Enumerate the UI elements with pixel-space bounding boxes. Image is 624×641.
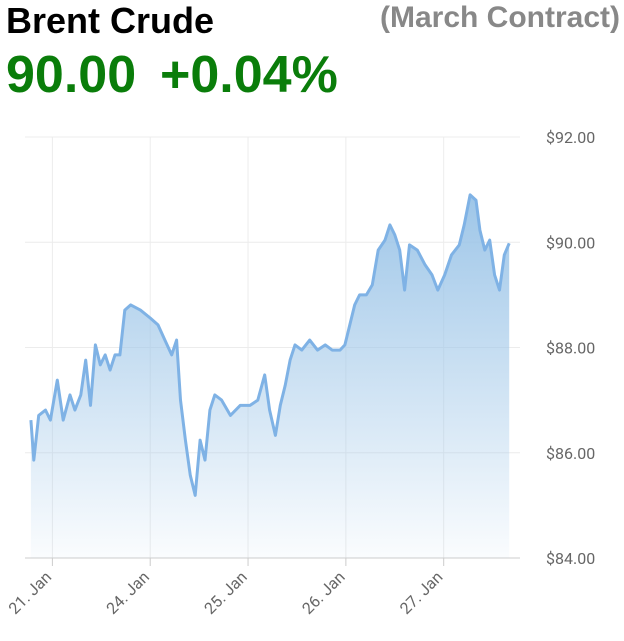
area	[30, 194, 510, 558]
price-change: +0.04%	[160, 46, 338, 104]
plot-area: $84.00 $86.00 $88.00 $90.00 $92.00 21. Jan 24.…	[5, 128, 596, 618]
y-tick-label: $84.00	[546, 549, 595, 568]
y-tick-label: $88.00	[546, 339, 595, 358]
y-tick-label: $86.00	[546, 444, 595, 463]
x-tick-label: 24. Jan	[102, 567, 153, 618]
y-tick-label: $90.00	[546, 233, 595, 252]
x-tick-label: 26. Jan	[298, 567, 349, 618]
x-tick-label: 25. Jan	[200, 567, 251, 618]
x-tick-label: 21. Jan	[5, 567, 56, 618]
x-tick-label: 27. Jan	[396, 567, 447, 618]
y-tick-label: $92.00	[546, 128, 595, 147]
subtitle: (March Contract)	[380, 1, 620, 34]
line	[29, 193, 511, 497]
last-price: 90.00	[6, 46, 136, 104]
chart-title: Brent Crude	[6, 0, 214, 41]
